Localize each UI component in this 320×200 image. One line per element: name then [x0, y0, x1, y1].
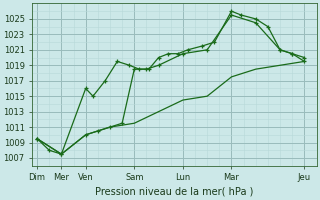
X-axis label: Pression niveau de la mer( hPa ): Pression niveau de la mer( hPa ): [95, 187, 253, 197]
